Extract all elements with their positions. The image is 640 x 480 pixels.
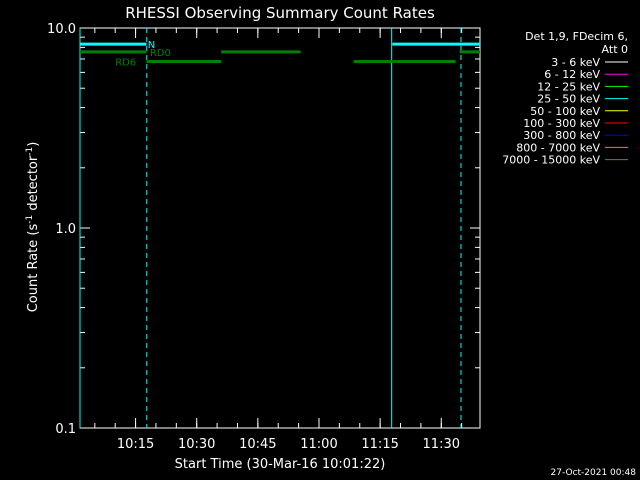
x-tick-label: 11:15 xyxy=(361,437,398,452)
y-tick-label: 0.1 xyxy=(55,422,76,437)
y-axis-label-end: ) xyxy=(26,142,41,147)
timestamp: 27-Oct-2021 00:48 xyxy=(551,468,637,478)
legend-entry-label: 50 - 100 keV xyxy=(530,105,600,118)
legend-entry-label: 300 - 800 keV xyxy=(523,129,600,142)
legend-header: Det 1,9, FDecim 6, xyxy=(525,30,628,43)
legend-entry-label: 12 - 25 keV xyxy=(537,80,600,93)
x-tick-label: 10:30 xyxy=(178,437,215,452)
chart-title: RHESSI Observing Summary Count Rates xyxy=(125,4,435,22)
plot-area: 0.1 1.0 10.0 10:15 10:30 10:45 11:00 11:15 11:30… xyxy=(47,22,481,452)
legend-entry-label: 3 - 6 keV xyxy=(551,56,600,69)
y-axis-label: Count Rate (s-1 detector-1) xyxy=(25,142,41,313)
x-tick-label: 10:15 xyxy=(117,437,154,452)
legend-entry-label: 100 - 300 keV xyxy=(523,117,600,130)
flag-bar-label: RD0 xyxy=(150,48,171,59)
x-tick-label: 11:00 xyxy=(300,437,337,452)
x-tick-label: 10:45 xyxy=(239,437,276,452)
y-tick-label: 10.0 xyxy=(47,22,76,37)
y-axis-label-mid: detector xyxy=(26,155,41,215)
legend-entry-label: 7000 - 15000 keV xyxy=(502,154,600,167)
y-axis-label-main: Count Rate (s xyxy=(26,224,41,313)
flag-bar-label: RD6 xyxy=(115,57,136,68)
x-tick-label: 11:30 xyxy=(423,437,460,452)
y-axis-label-sup2: -1 xyxy=(25,147,35,156)
legend-header: Att 0 xyxy=(602,43,628,56)
y-tick-label: 1.0 xyxy=(55,222,76,237)
legend-entry-label: 25 - 50 keV xyxy=(537,93,600,106)
legend-entry-label: 6 - 12 keV xyxy=(544,68,600,81)
y-axis-label-sup1: -1 xyxy=(25,215,35,224)
flag-bar-label: N xyxy=(148,40,155,51)
x-axis-label: Start Time (30-Mar-16 10:01:22) xyxy=(175,457,386,472)
legend-entry-label: 800 - 7000 keV xyxy=(516,141,600,154)
plot-frame xyxy=(79,27,481,429)
